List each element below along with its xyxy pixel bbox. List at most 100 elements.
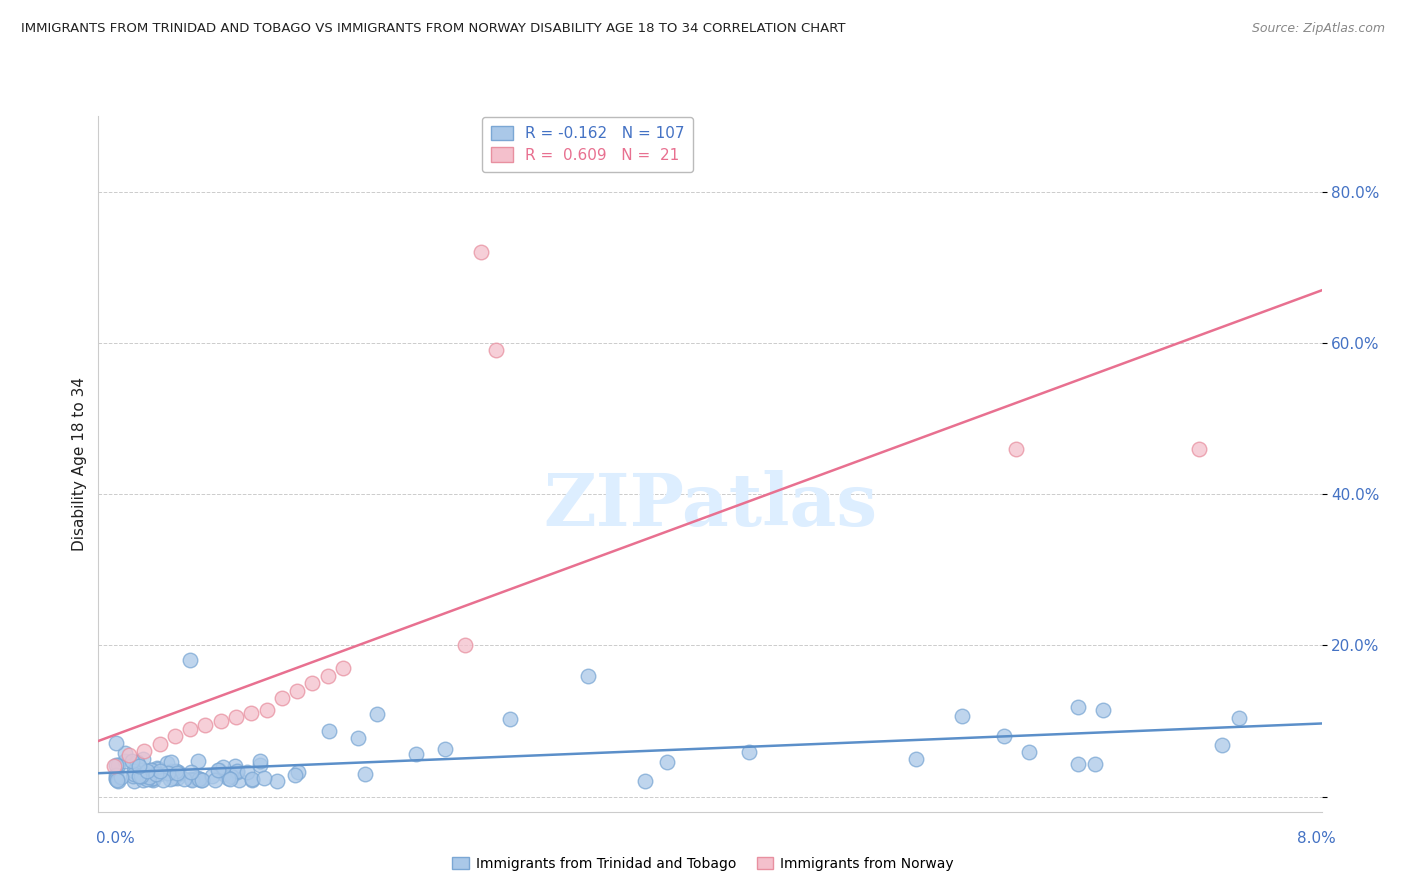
Point [576,668,599,682]
Point [188,772,211,786]
Legend: R = -0.162   N = 107, R =  0.609   N =  21: R = -0.162 N = 107, R = 0.609 N = 21 [482,117,693,172]
Point [165,764,187,778]
Point [122,767,145,781]
Point [634,774,657,789]
Point [212,760,235,774]
Point [180,764,202,779]
Point [1067,756,1090,771]
Point [160,764,183,779]
Point [1211,738,1233,752]
Point [332,661,354,675]
Point [738,745,761,759]
Point [270,691,294,706]
Text: 8.0%: 8.0% [1296,831,1336,846]
Point [104,736,127,750]
Point [132,773,155,788]
Point [993,729,1015,743]
Text: 0.0%: 0.0% [96,831,135,846]
Point [226,765,249,780]
Point [240,772,263,787]
Point [166,771,188,785]
Point [131,769,153,783]
Point [173,772,195,786]
Point [142,771,165,785]
Point [107,773,129,788]
Point [179,722,201,736]
Point [1067,700,1090,714]
Point [105,768,128,782]
Point [201,769,224,783]
Point [136,772,159,786]
Point [156,756,179,770]
Point [1227,711,1250,725]
Point [318,723,340,738]
Point [128,759,150,773]
Point [186,771,208,785]
Point [103,759,125,773]
Point [114,754,136,768]
Point [218,772,240,787]
Point [122,769,145,783]
Point [219,769,242,783]
Point [166,765,188,780]
Point [149,764,172,778]
Point [148,766,170,780]
Point [249,755,271,769]
Point [301,676,323,690]
Point [1018,745,1040,759]
Point [228,773,250,788]
Point [131,763,153,777]
Point [236,765,259,780]
Point [434,742,457,756]
Point [485,343,508,358]
Point [209,714,232,728]
Point [138,770,160,784]
Point [224,759,246,773]
Point [149,737,172,751]
Point [405,747,427,761]
Point [105,772,128,787]
Point [287,764,309,779]
Point [180,772,202,786]
Point [146,762,169,776]
Point [136,764,159,778]
Point [212,766,235,780]
Point [146,761,169,775]
Point [253,772,276,786]
Point [138,770,160,784]
Point [354,767,377,781]
Point [107,758,129,772]
Point [141,772,163,786]
Point [225,710,247,724]
Point [179,653,201,667]
Point [128,769,150,783]
Point [122,774,145,789]
Point [240,706,263,721]
Point [1004,442,1026,456]
Point [139,763,162,777]
Point [499,712,522,726]
Point [166,767,188,781]
Point [152,772,174,787]
Point [454,638,477,652]
Point [207,763,229,777]
Point [256,703,278,717]
Point [217,772,239,786]
Point [187,754,209,768]
Point [118,747,141,762]
Point [208,764,231,778]
Point [127,755,149,769]
Point [226,764,249,778]
Point [132,752,155,766]
Point [114,746,136,760]
Point [131,770,153,784]
Point [166,764,188,779]
Point [157,766,180,780]
Point [249,758,271,772]
Y-axis label: Disability Age 18 to 34: Disability Age 18 to 34 [72,376,87,551]
Point [285,683,308,698]
Point [188,772,211,786]
Point [346,731,368,746]
Text: ZIPatlas: ZIPatlas [543,470,877,541]
Legend: Immigrants from Trinidad and Tobago, Immigrants from Norway: Immigrants from Trinidad and Tobago, Imm… [447,851,959,876]
